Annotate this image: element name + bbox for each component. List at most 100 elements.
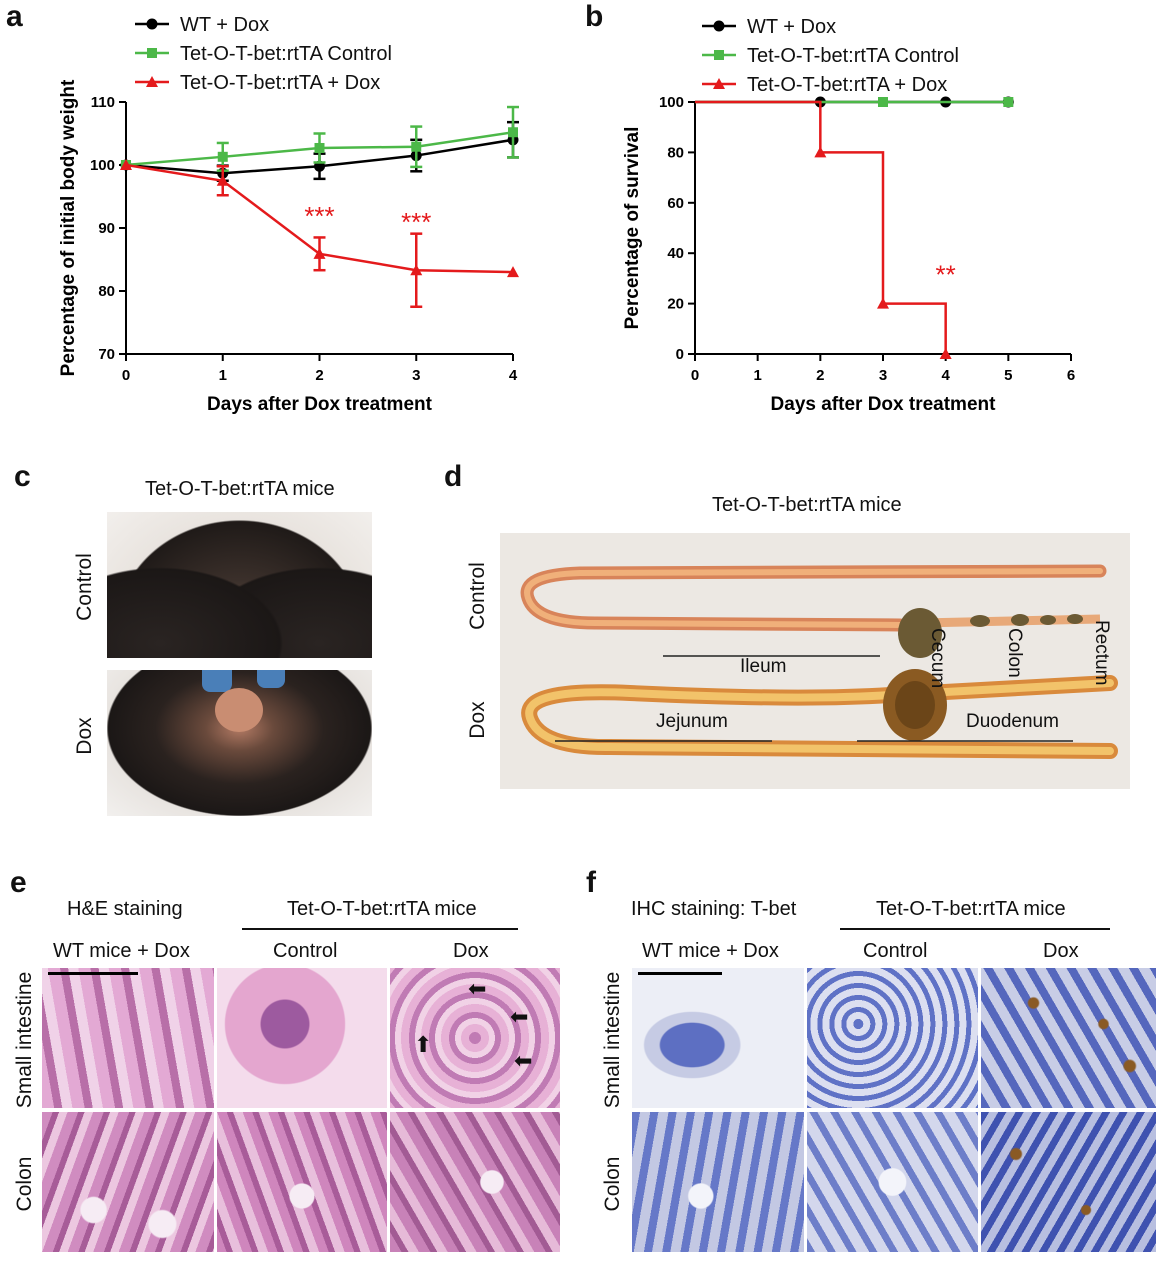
panel-f-group: Tet-O-T-bet:rtTA mice <box>876 898 1066 920</box>
data-point <box>508 127 518 138</box>
data-point <box>217 151 228 162</box>
he-control-small-intestine <box>217 968 387 1108</box>
data-point <box>939 348 952 359</box>
panel-e-group: Tet-O-T-bet:rtTA mice <box>287 898 477 920</box>
ihc-control-small-intestine <box>807 968 978 1108</box>
legend-entry: WT + Dox <box>180 14 269 36</box>
panel-f-col-control: Control <box>863 940 928 962</box>
y-axis-label: Percentage of survival <box>622 127 643 330</box>
panel-e-col-control: Control <box>273 940 338 962</box>
he-wt-colon <box>42 1112 214 1252</box>
panel-e-group-rule <box>242 928 518 930</box>
segment-duodenum: Duodenum <box>966 711 1059 732</box>
legend-marker <box>147 48 157 58</box>
panel-f-row-colon: Colon <box>601 1156 624 1212</box>
ihc-dox-colon <box>981 1112 1156 1252</box>
arrow-icon: ⬅ <box>514 1048 533 1073</box>
segment-rectum: Rectum <box>1091 620 1112 686</box>
panel-b-label: b <box>585 0 604 33</box>
segment-cecum: Cecum <box>927 628 948 689</box>
panel-f-row-small-intestine: Small intestine <box>601 971 624 1109</box>
panel-c-row-control: Control <box>73 553 96 621</box>
panel-d-title: Tet-O-T-bet:rtTA mice <box>712 494 902 516</box>
scale-bar-e <box>48 972 138 975</box>
y-tick-label: 80 <box>98 283 115 300</box>
mouse-photo-control <box>107 512 372 658</box>
data-point <box>814 146 827 158</box>
segment-ileum: Ileum <box>740 656 787 677</box>
y-tick-label: 70 <box>98 346 115 363</box>
y-tick-label: 60 <box>667 195 684 212</box>
he-wt-small-intestine <box>42 968 214 1108</box>
he-dox-colon <box>390 1112 560 1252</box>
panel-a-label: a <box>6 0 23 33</box>
arrow-icon: ⬅ <box>468 976 487 1001</box>
x-tick-label: 4 <box>941 367 950 384</box>
scale-bar-f <box>638 972 722 975</box>
panel-d-label: d <box>444 460 463 493</box>
x-tick-label: 1 <box>219 367 227 384</box>
x-tick-label: 5 <box>1004 367 1012 384</box>
legend-entry: Tet-O-T-bet:rtTA Control <box>747 45 959 67</box>
segment-colon: Colon <box>1004 628 1025 678</box>
he-control-colon <box>217 1112 387 1252</box>
legend-entry: Tet-O-T-bet:rtTA Control <box>180 43 392 65</box>
x-tick-label: 2 <box>315 367 323 384</box>
arrow-icon: ⬆ <box>414 1032 433 1057</box>
panel-f-group-rule <box>840 928 1110 930</box>
panel-c-title: Tet-O-T-bet:rtTA mice <box>145 478 335 500</box>
y-tick-label: 100 <box>90 157 115 174</box>
data-point <box>411 141 422 152</box>
significance-marker: ** <box>936 259 956 289</box>
panel-f-stain: IHC staining: T-bet <box>631 898 797 920</box>
data-point <box>314 142 325 153</box>
y-tick-label: 20 <box>667 296 684 313</box>
legend-marker <box>713 20 725 32</box>
arrow-icon: ⬅ <box>510 1004 529 1029</box>
ihc-wt-small-intestine <box>632 968 804 1108</box>
panel-d-row-dox: Dox <box>466 701 489 739</box>
weight-chart: 0 1 2 3 4 70 80 90 100 110 Days after Dox treatmen… <box>58 14 519 415</box>
x-tick-label: 3 <box>879 367 887 384</box>
panel-c-row-dox: Dox <box>73 717 96 755</box>
survival-step-line <box>695 100 947 354</box>
y-axis-label: Percentage of initial body weight <box>58 79 79 376</box>
y-tick-label: 80 <box>667 144 684 161</box>
legend-entry: Tet-O-T-bet:rtTA + Dox <box>180 72 380 94</box>
x-tick-label: 1 <box>753 367 761 384</box>
legend-marker <box>146 18 158 30</box>
data-point <box>507 266 519 278</box>
data-point <box>1003 97 1014 107</box>
y-tick-label: 0 <box>676 346 684 363</box>
data-point <box>877 297 889 309</box>
legend-entry: Tet-O-T-bet:rtTA + Dox <box>747 74 947 96</box>
intestine-drawing <box>520 564 1118 759</box>
x-tick-label: 0 <box>691 367 699 384</box>
panel-f-label: f <box>586 866 596 899</box>
x-tick-label: 6 <box>1067 367 1075 384</box>
panel-e-col-dox: Dox <box>453 940 489 962</box>
data-point <box>878 97 888 107</box>
he-dox-small-intestine: ⬅ ⬅ ⬆ ⬅ <box>390 968 560 1108</box>
panel-e-row-small-intestine: Small intestine <box>13 971 36 1109</box>
y-tick-label: 100 <box>659 94 684 111</box>
y-tick-label: 110 <box>91 94 115 111</box>
segment-jejunum: Jejunum <box>656 711 728 732</box>
x-tick-label: 3 <box>412 367 420 384</box>
panel-e-stain: H&E staining <box>67 898 183 920</box>
significance-marker: *** <box>304 201 334 231</box>
ihc-control-colon <box>807 1112 978 1252</box>
panel-f-col-dox: Dox <box>1043 940 1079 962</box>
panel-e-row-colon: Colon <box>13 1156 36 1212</box>
mouse-photo-dox <box>107 670 372 816</box>
panel-e-label: e <box>10 866 27 899</box>
x-axis-label: Days after Dox treatment <box>771 394 997 415</box>
x-tick-label: 4 <box>509 367 518 384</box>
legend-marker <box>146 76 158 87</box>
intestine-photo <box>500 533 1130 789</box>
data-point <box>216 174 229 186</box>
x-tick-label: 0 <box>122 367 130 384</box>
significance-marker: *** <box>401 207 431 237</box>
y-tick-label: 90 <box>98 220 115 237</box>
panel-f-col-wt: WT mice + Dox <box>642 940 779 962</box>
